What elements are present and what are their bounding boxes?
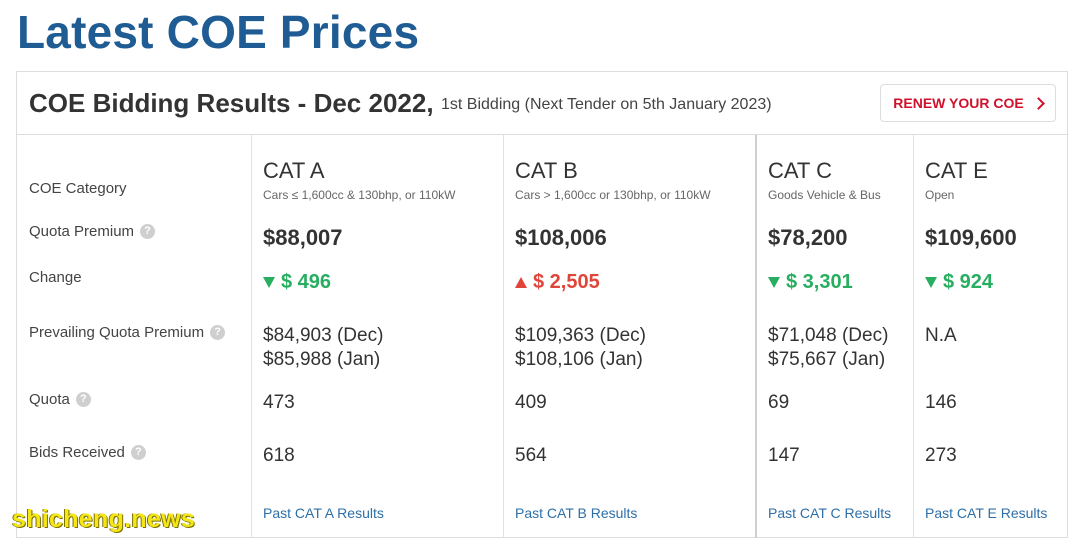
- label-text: Quota Premium: [29, 223, 135, 240]
- cat-c-quota: 69: [768, 392, 790, 413]
- cat-a-quota: 473: [263, 392, 295, 413]
- label-quota: Quota ?: [29, 391, 91, 408]
- cat-b-desc: Cars > 1,600cc or 130bhp, or 110kW: [515, 188, 711, 202]
- past-cat-b-results-link[interactable]: Past CAT B Results: [515, 505, 638, 521]
- cat-b-premium: $108,006: [515, 225, 607, 250]
- help-icon[interactable]: ?: [140, 224, 156, 239]
- past-cat-c-results-link[interactable]: Past CAT C Results: [768, 505, 892, 521]
- column-divider: [913, 135, 914, 538]
- cat-c-premium: $78,200: [768, 225, 848, 250]
- label-text: COE Category: [29, 180, 127, 197]
- change-value: $ 2,505: [533, 271, 600, 293]
- label-change: Change: [29, 269, 82, 286]
- cat-c-desc: Goods Vehicle & Bus: [768, 188, 881, 202]
- past-cat-e-results-link[interactable]: Past CAT E Results: [925, 505, 1048, 521]
- up-arrow-icon: [515, 277, 527, 288]
- cat-c-change: $ 3,301: [768, 271, 853, 294]
- bidding-title: COE Bidding Results - Dec 2022,: [29, 88, 434, 118]
- label-text: Prevailing Quota Premium: [29, 324, 205, 341]
- cat-e-desc: Open: [925, 188, 955, 202]
- cat-c-pqp-jan: $75,667 (Jan): [768, 349, 886, 370]
- label-text: Bids Received: [29, 444, 125, 461]
- down-arrow-icon: [925, 277, 937, 288]
- cat-b-name: CAT B: [515, 158, 578, 183]
- cat-e-pqp-dec: N.A: [925, 325, 957, 346]
- column-divider: [251, 135, 252, 538]
- label-text: Change: [29, 269, 82, 286]
- cat-c-name: CAT C: [768, 158, 832, 183]
- renew-coe-button[interactable]: RENEW YOUR COE: [880, 84, 1056, 122]
- watermark: shicheng.news: [12, 505, 196, 533]
- chevron-right-icon: [1031, 96, 1045, 110]
- cat-b-quota: 409: [515, 392, 547, 413]
- cat-e-name: CAT E: [925, 158, 988, 183]
- past-cat-a-results-link[interactable]: Past CAT A Results: [263, 505, 384, 521]
- cat-a-pqp-dec: $84,903 (Dec): [263, 325, 384, 346]
- cat-e-premium: $109,600: [925, 225, 1017, 250]
- label-bids-received: Bids Received ?: [29, 444, 146, 461]
- label-coe-category: COE Category: [29, 180, 127, 197]
- down-arrow-icon: [263, 277, 275, 288]
- cat-e-change: $ 924: [925, 271, 993, 294]
- cat-b-pqp-jan: $108,106 (Jan): [515, 349, 643, 370]
- down-arrow-icon: [768, 277, 780, 288]
- coe-results-card: COE Bidding Results - Dec 2022, 1st Bidd…: [16, 71, 1068, 538]
- help-icon[interactable]: ?: [210, 325, 226, 340]
- change-value: $ 3,301: [786, 271, 853, 293]
- renew-coe-label: RENEW YOUR COE: [893, 95, 1024, 111]
- label-quota-premium: Quota Premium ?: [29, 223, 156, 240]
- cat-b-pqp-dec: $109,363 (Dec): [515, 325, 646, 346]
- column-divider: [503, 135, 504, 538]
- card-header: COE Bidding Results - Dec 2022, 1st Bidd…: [17, 72, 1067, 135]
- cat-a-bids: 618: [263, 445, 295, 466]
- cat-a-premium: $88,007: [263, 225, 343, 250]
- cat-e-quota: 146: [925, 392, 957, 413]
- change-value: $ 496: [281, 271, 332, 293]
- change-value: $ 924: [943, 271, 994, 293]
- label-text: Quota: [29, 391, 70, 408]
- page-title: Latest COE Prices: [17, 6, 420, 58]
- bidding-subtitle: 1st Bidding (Next Tender on 5th January …: [441, 96, 772, 113]
- label-prevailing-quota-premium: Prevailing Quota Premium ?: [29, 324, 226, 341]
- cat-e-bids: 273: [925, 445, 957, 466]
- column-divider: [755, 135, 757, 538]
- cat-a-change: $ 496: [263, 271, 331, 294]
- cat-c-pqp-dec: $71,048 (Dec): [768, 325, 889, 346]
- cat-a-pqp-jan: $85,988 (Jan): [263, 349, 381, 370]
- cat-c-bids: 147: [768, 445, 800, 466]
- help-icon[interactable]: ?: [75, 392, 91, 407]
- help-icon[interactable]: ?: [130, 445, 146, 460]
- cat-b-bids: 564: [515, 445, 547, 466]
- cat-a-name: CAT A: [263, 158, 325, 183]
- cat-a-desc: Cars ≤ 1,600cc & 130bhp, or 110kW: [263, 188, 456, 202]
- cat-b-change: $ 2,505: [515, 271, 600, 294]
